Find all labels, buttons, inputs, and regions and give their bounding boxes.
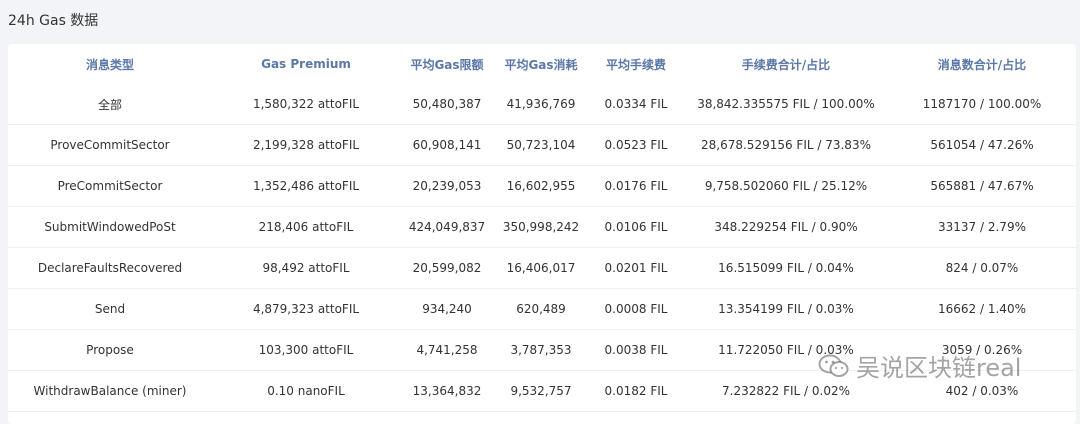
cell-gas-premium: 1,352,486 attoFIL [212, 165, 400, 207]
cell-message-type: DeclareFaultsRecovered [8, 247, 212, 289]
header-message-type[interactable]: 消息类型 [85, 57, 134, 72]
cell-avg-gas-used: 620,489 [494, 288, 588, 330]
cell-avg-gas-limit: 20,239,053 [400, 165, 494, 207]
cell-total-messages-share: 3059 / 0.26% [888, 329, 1076, 371]
cell-total-messages-share: 1187170 / 100.00% [888, 84, 1076, 125]
table-row: 全部 1,580,322 attoFIL 50,480,387 41,936,7… [8, 84, 1076, 125]
cell-message-type: Propose [8, 329, 212, 371]
cell-avg-gas-used: 16,406,017 [494, 247, 588, 289]
cell-total-fee-share: 38,842.335575 FIL / 100.00% [684, 84, 888, 125]
header-gas-premium[interactable]: Gas Premium [261, 57, 351, 71]
cell-gas-premium: 4,879,323 attoFIL [212, 288, 400, 330]
cell-message-type: PreCommitSector [8, 165, 212, 207]
cell-message-type: 全部 [8, 84, 212, 125]
cell-total-messages-share: 561054 / 47.26% [888, 124, 1076, 166]
table-row: PreCommitSector 1,352,486 attoFIL 20,239… [8, 165, 1076, 207]
cell-avg-fee: 0.0038 FIL [588, 329, 684, 371]
cell-total-fee-share: 13.354199 FIL / 0.03% [684, 288, 888, 330]
gas-data-card: 消息类型 Gas Premium 平均Gas限额 平均Gas消耗 平均手续费 手… [8, 44, 1076, 424]
page-title: 24h Gas 数据 [8, 13, 99, 29]
cell-avg-gas-limit: 424,049,837 [400, 206, 494, 248]
cell-total-messages-share: 402 / 0.03% [888, 370, 1076, 412]
header-avg-gas-used[interactable]: 平均Gas消耗 [504, 57, 578, 72]
cell-total-messages-share: 565881 / 47.67% [888, 165, 1076, 207]
header-total-messages-share[interactable]: 消息数合计/占比 [937, 57, 1027, 72]
cell-message-type: Send [8, 288, 212, 330]
cell-avg-gas-used: 350,998,242 [494, 206, 588, 248]
cell-avg-fee: 0.0182 FIL [588, 370, 684, 412]
cell-avg-gas-used: 41,936,769 [494, 84, 588, 125]
cell-total-fee-share: 7.232822 FIL / 0.02% [684, 370, 888, 412]
table-row: Propose 103,300 attoFIL 4,741,258 3,787,… [8, 329, 1076, 371]
cell-gas-premium: 1,580,322 attoFIL [212, 84, 400, 125]
header-avg-fee[interactable]: 平均手续费 [605, 57, 666, 72]
cell-total-fee-share: 9,758.502060 FIL / 25.12% [684, 165, 888, 207]
cell-message-type: WithdrawBalance (miner) [8, 370, 212, 412]
cell-avg-gas-limit: 934,240 [400, 288, 494, 330]
cell-avg-fee: 0.0008 FIL [588, 288, 684, 330]
table-row: ProveCommitSector 2,199,328 attoFIL 60,9… [8, 124, 1076, 166]
cell-gas-premium: 0.10 nanoFIL [212, 370, 400, 412]
cell-avg-gas-limit: 4,741,258 [400, 329, 494, 371]
cell-total-fee-share: 11.722050 FIL / 0.03% [684, 329, 888, 371]
cell-message-type: SubmitWindowedPoSt [8, 206, 212, 248]
cell-avg-gas-limit: 20,599,082 [400, 247, 494, 289]
cell-total-fee-share: 28,678.529156 FIL / 73.83% [684, 124, 888, 166]
header-total-fee-share[interactable]: 手续费合计/占比 [741, 57, 831, 72]
cell-message-type: ProveCommitSector [8, 124, 212, 166]
cell-avg-gas-used: 16,602,955 [494, 165, 588, 207]
gas-data-table: 消息类型 Gas Premium 平均Gas限额 平均Gas消耗 平均手续费 手… [8, 44, 1076, 412]
table-row: WithdrawBalance (miner) 0.10 nanoFIL 13,… [8, 370, 1076, 412]
cell-avg-gas-used: 3,787,353 [494, 329, 588, 371]
cell-avg-fee: 0.0334 FIL [588, 84, 684, 125]
cell-total-messages-share: 16662 / 1.40% [888, 288, 1076, 330]
cell-avg-fee: 0.0523 FIL [588, 124, 684, 166]
cell-total-messages-share: 33137 / 2.79% [888, 206, 1076, 248]
cell-avg-fee: 0.0106 FIL [588, 206, 684, 248]
cell-avg-fee: 0.0176 FIL [588, 165, 684, 207]
cell-gas-premium: 2,199,328 attoFIL [212, 124, 400, 166]
cell-total-fee-share: 348.229254 FIL / 0.90% [684, 206, 888, 248]
cell-gas-premium: 218,406 attoFIL [212, 206, 400, 248]
cell-total-messages-share: 824 / 0.07% [888, 247, 1076, 289]
table-row: SubmitWindowedPoSt 218,406 attoFIL 424,0… [8, 206, 1076, 248]
header-avg-gas-limit[interactable]: 平均Gas限额 [410, 57, 484, 72]
cell-avg-gas-used: 50,723,104 [494, 124, 588, 166]
cell-avg-fee: 0.0201 FIL [588, 247, 684, 289]
cell-total-fee-share: 16.515099 FIL / 0.04% [684, 247, 888, 289]
table-row: DeclareFaultsRecovered 98,492 attoFIL 20… [8, 247, 1076, 289]
cell-avg-gas-used: 9,532,757 [494, 370, 588, 412]
table-header-row: 消息类型 Gas Premium 平均Gas限额 平均Gas消耗 平均手续费 手… [8, 44, 1076, 84]
cell-avg-gas-limit: 60,908,141 [400, 124, 494, 166]
table-row: Send 4,879,323 attoFIL 934,240 620,489 0… [8, 288, 1076, 330]
cell-avg-gas-limit: 50,480,387 [400, 84, 494, 125]
cell-gas-premium: 98,492 attoFIL [212, 247, 400, 289]
cell-gas-premium: 103,300 attoFIL [212, 329, 400, 371]
cell-avg-gas-limit: 13,364,832 [400, 370, 494, 412]
